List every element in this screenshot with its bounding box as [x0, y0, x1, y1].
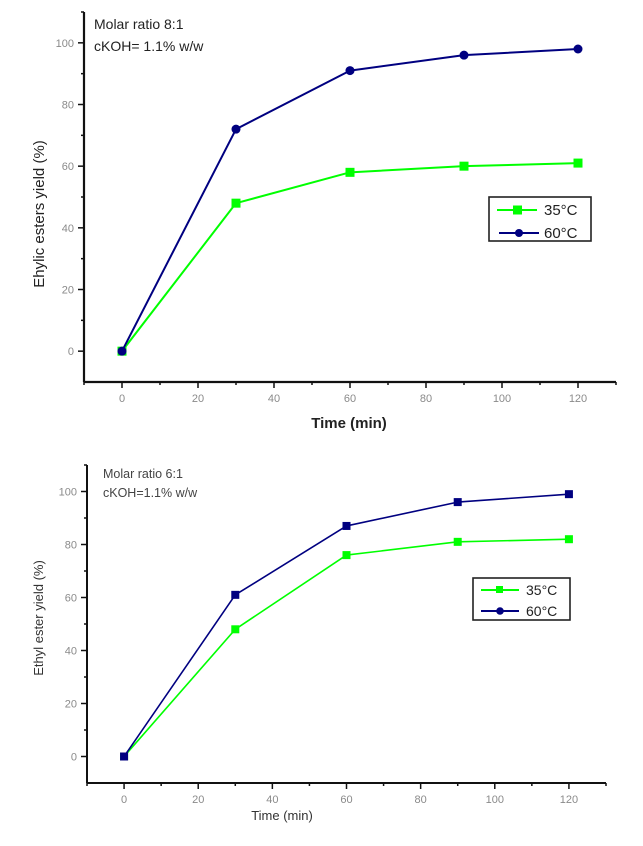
chart-top: 0 20 40 60 80 100 120 0 20 40 60 80 100 Molar ratio …	[31, 11, 617, 432]
data-point	[231, 625, 240, 634]
y-tick-label: 20	[65, 699, 77, 711]
series-line-35c	[123, 538, 569, 758]
y-tick-label: 60	[65, 593, 77, 605]
data-point	[345, 66, 355, 76]
x-axis-title: Time (min)	[251, 808, 313, 823]
x-axis-title: Time (min)	[311, 415, 387, 432]
y-tick-label: 0	[71, 752, 77, 764]
y-axis-title: Ethyl ester yield (%)	[31, 560, 46, 676]
data-point	[117, 346, 127, 356]
legend-label-60c: 60°C	[526, 603, 557, 619]
y-tick-label: 20	[62, 285, 74, 297]
x-tick-label: 40	[268, 393, 280, 405]
y-tick-label: 40	[62, 223, 74, 235]
legend-label-60c: 60°C	[544, 225, 578, 242]
chart-bottom: 0 20 40 60 80 100 120 0 20 40 60 80 100 Molar ratio …	[31, 464, 607, 823]
ticks-top: 0 20 40 60 80 100 120 0 20 40 60 80 100	[56, 11, 617, 405]
x-tick-label: 80	[415, 794, 427, 806]
series-line-35c	[121, 162, 579, 352]
y-tick-label: 60	[62, 161, 74, 173]
legend-label-35c: 35°C	[526, 582, 557, 598]
annotation-line-1: Molar ratio 6:1	[103, 467, 183, 481]
data-point	[342, 521, 351, 530]
x-tick-label: 120	[560, 794, 578, 806]
data-point	[231, 198, 241, 208]
data-point	[564, 490, 573, 499]
x-tick-label: 120	[569, 393, 587, 405]
x-tick-label: 20	[192, 794, 204, 806]
annotation-line-2: cKOH= 1.1% w/w	[94, 38, 204, 54]
data-point	[573, 44, 583, 54]
legend-marker-35c	[513, 205, 522, 215]
x-tick-label: 60	[340, 794, 352, 806]
y-tick-label: 100	[59, 487, 77, 499]
data-point	[231, 124, 241, 134]
y-tick-label: 80	[62, 100, 74, 112]
data-point	[573, 158, 583, 168]
y-tick-label: 80	[65, 540, 77, 552]
y-tick-label: 0	[68, 346, 74, 358]
x-tick-label: 0	[121, 794, 127, 806]
annotation-line-1: Molar ratio 8:1	[94, 16, 184, 32]
series-top	[117, 44, 583, 356]
data-point	[564, 535, 573, 544]
x-tick-label: 20	[192, 393, 204, 405]
data-point	[345, 167, 355, 177]
data-point	[459, 50, 469, 60]
data-point	[459, 161, 469, 171]
x-tick-label: 100	[486, 794, 504, 806]
annotation-line-2: cKOH=1.1% w/w	[103, 486, 198, 500]
legend-marker-35c	[496, 586, 503, 593]
data-point	[453, 537, 462, 546]
legend-marker-60c	[515, 229, 523, 237]
x-tick-label: 0	[119, 393, 125, 405]
series-bottom	[120, 490, 573, 761]
data-point	[231, 590, 240, 599]
legend: 35°C 60°C	[472, 577, 571, 621]
data-point	[453, 498, 462, 507]
legend-label-35c: 35°C	[544, 202, 578, 219]
x-tick-label: 80	[420, 393, 432, 405]
y-tick-label: 100	[56, 38, 74, 50]
y-axis-title: Ehylic esters yield (%)	[31, 140, 48, 288]
y-tick-label: 40	[65, 646, 77, 658]
ticks-bottom: 0 20 40 60 80 100 120 0 20 40 60 80 100	[59, 464, 607, 806]
legend-marker-60c	[496, 607, 504, 615]
x-tick-label: 100	[493, 393, 511, 405]
data-point	[342, 551, 351, 560]
x-tick-label: 60	[344, 393, 356, 405]
axes-bottom	[86, 465, 606, 784]
x-tick-label: 40	[266, 794, 278, 806]
data-point	[120, 752, 129, 761]
legend-box	[472, 577, 571, 621]
legend: 35°C 60°C	[488, 196, 592, 242]
series-line-60c	[123, 493, 569, 757]
